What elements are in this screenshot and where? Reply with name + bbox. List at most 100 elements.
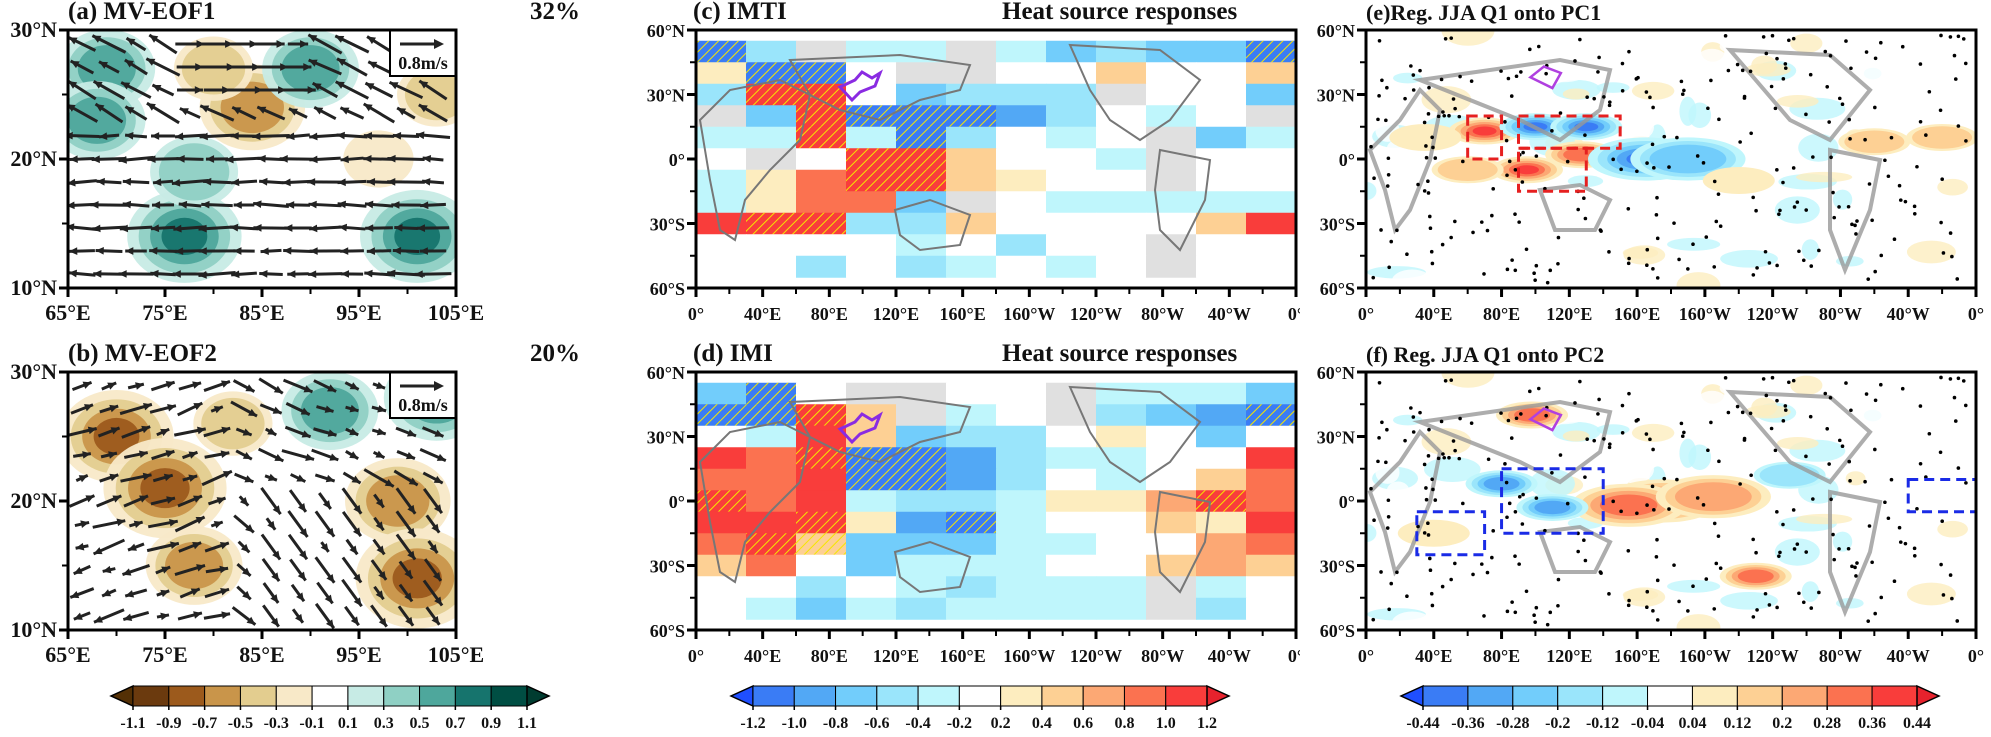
significance-dot xyxy=(1655,236,1660,241)
contour-fill xyxy=(1937,178,1968,196)
grid-cell xyxy=(746,447,797,470)
grid-cell xyxy=(946,382,997,405)
wind-vector-head xyxy=(405,451,415,460)
wind-vector-head xyxy=(121,82,131,90)
significance-hatch xyxy=(846,105,896,127)
colorbar-label: 0.6 xyxy=(1073,715,1093,732)
x-tick-label: 40°W xyxy=(1208,646,1251,662)
significance-dot xyxy=(1519,412,1523,416)
significance-dot xyxy=(1850,222,1854,227)
contour-fill xyxy=(1472,126,1497,136)
significance-dot xyxy=(1889,477,1894,482)
contour-fill xyxy=(1614,113,1654,142)
significance-dot xyxy=(1837,438,1842,443)
contour-fill xyxy=(1624,30,1668,37)
significance-hatch xyxy=(846,148,896,170)
grid-cell xyxy=(1196,533,1247,556)
significance-dot xyxy=(1825,426,1830,431)
wind-vector-head xyxy=(416,224,426,232)
significance-dot xyxy=(1912,212,1917,216)
significance-dot xyxy=(1726,410,1731,415)
significance-dot xyxy=(1948,573,1953,577)
grid-cell xyxy=(696,382,747,405)
significance-dot xyxy=(1403,438,1407,443)
significance-dot xyxy=(1755,608,1759,612)
contour-fill xyxy=(158,143,230,201)
wind-vector-head xyxy=(125,247,134,255)
significance-dot xyxy=(1585,437,1589,441)
wind-vector-head xyxy=(95,246,104,255)
grid-cell xyxy=(1096,468,1147,491)
significance-dot xyxy=(1655,276,1660,280)
colorbar-extend-high xyxy=(526,684,551,708)
significance-dot xyxy=(1634,419,1639,423)
wind-vector-head xyxy=(80,520,90,528)
significance-dot xyxy=(1513,610,1518,615)
wind-vector-head xyxy=(340,270,350,278)
contour-fill xyxy=(1790,375,1823,396)
significance-dot xyxy=(1626,549,1631,553)
significance-dot xyxy=(1645,247,1650,252)
significance-dot xyxy=(1761,35,1766,39)
significance-dot xyxy=(1607,250,1611,254)
wind-vector-head xyxy=(405,616,414,626)
wind-vector-head xyxy=(376,427,386,436)
significance-dot xyxy=(1955,619,1960,623)
significance-dot xyxy=(1900,44,1905,49)
significance-dot xyxy=(1453,561,1457,566)
grid-layer xyxy=(696,372,1297,630)
significance-dot xyxy=(1371,617,1376,622)
grid-cell xyxy=(946,169,997,192)
wind-vector-head xyxy=(349,451,359,459)
significance-dot xyxy=(1956,376,1961,381)
colorbar-label: -0.8 xyxy=(823,715,848,732)
significance-dot xyxy=(1430,603,1435,608)
significance-dot xyxy=(1735,404,1740,409)
wind-vector-head xyxy=(109,404,119,413)
coastline xyxy=(1725,47,1873,143)
significance-dot xyxy=(1792,547,1797,551)
wind-vector-head xyxy=(196,40,205,48)
significance-dot xyxy=(1840,102,1845,107)
grid-cell xyxy=(1146,40,1197,63)
vector-reference-label: 0.8m/s xyxy=(398,53,448,73)
coastline xyxy=(1412,399,1613,485)
grid-cell xyxy=(1146,126,1197,149)
significance-dot xyxy=(1740,68,1745,73)
colorbar-segment xyxy=(1557,685,1604,707)
grid-cell xyxy=(746,255,797,278)
colorbar-segment xyxy=(1871,685,1918,707)
grid-cell xyxy=(1096,40,1147,63)
significance-dot xyxy=(1781,77,1786,81)
grid-cell xyxy=(1096,533,1147,556)
significance-dot xyxy=(1791,508,1796,512)
colorbar-label: -0.6 xyxy=(864,715,889,732)
x-tick-label: 0° xyxy=(1968,646,1984,662)
grid-cell xyxy=(996,533,1047,556)
contour-fill xyxy=(1392,247,1435,266)
wind-vector-head xyxy=(87,426,97,435)
wind-vector-head xyxy=(193,611,202,619)
significance-dot xyxy=(1854,574,1858,578)
significance-dot xyxy=(1964,481,1968,485)
contour-fill xyxy=(1391,611,1433,630)
significance-dot xyxy=(1418,68,1422,73)
significance-dot xyxy=(1751,537,1755,542)
wind-vector-head xyxy=(176,155,185,163)
grid-cell xyxy=(946,62,997,85)
significance-dot xyxy=(1903,199,1908,204)
wind-vector-head xyxy=(230,178,240,187)
significance-dot xyxy=(1956,124,1961,128)
grid-cell xyxy=(1146,533,1197,556)
significance-dot xyxy=(1389,239,1394,244)
wind-vector-head xyxy=(352,527,361,537)
x-tick-label: 40°E xyxy=(744,304,781,320)
wind-vector-head xyxy=(299,528,308,538)
wind-vector-head xyxy=(353,504,362,514)
wind-vector-head xyxy=(175,132,184,141)
significance-dot xyxy=(1912,554,1917,558)
significance-dot xyxy=(1544,71,1548,76)
wind-vector-head xyxy=(270,594,279,603)
wind-vector-head xyxy=(200,105,210,113)
wind-vector-head xyxy=(378,571,387,580)
